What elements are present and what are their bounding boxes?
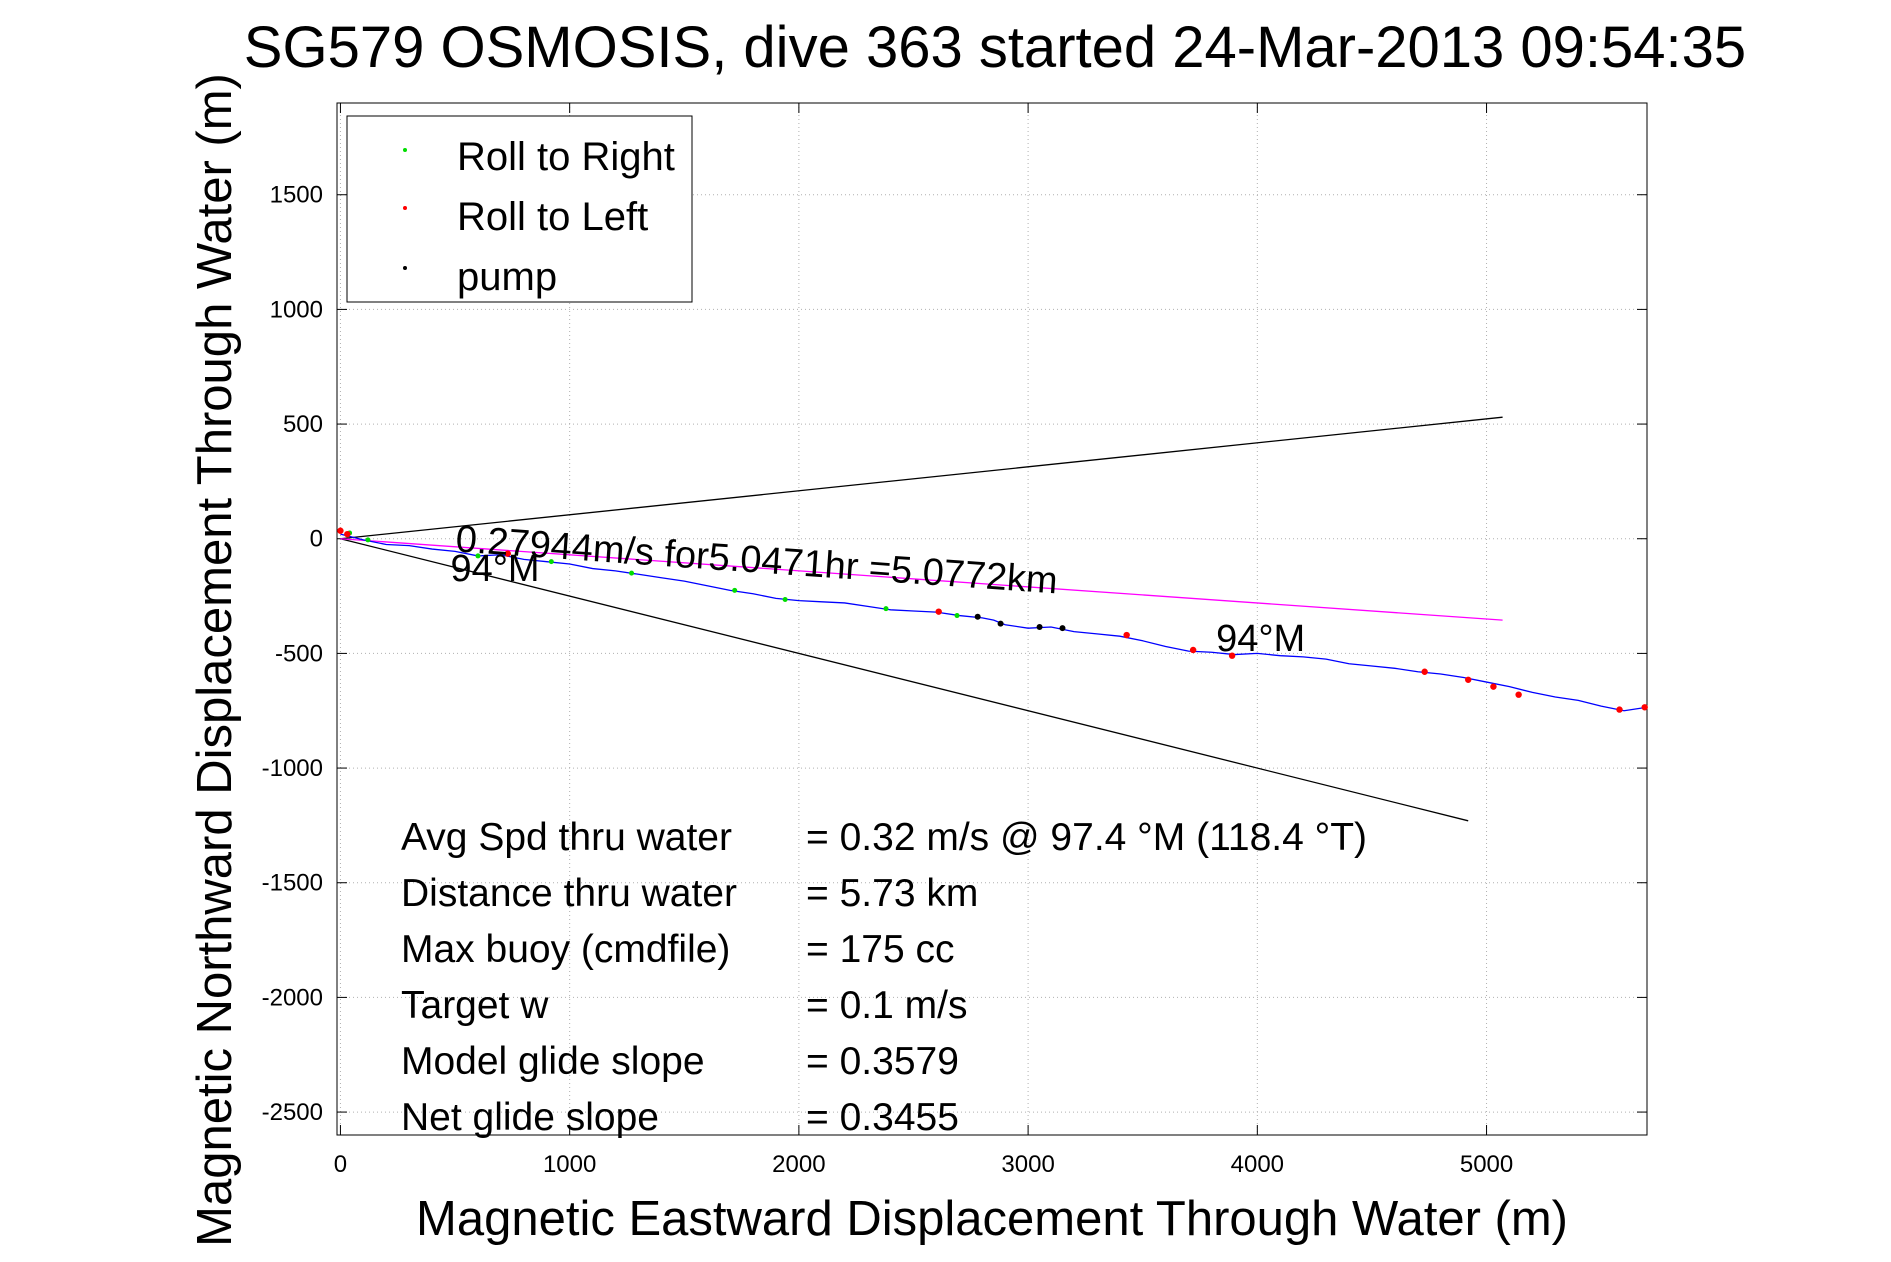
markers xyxy=(337,527,1648,713)
marker-left xyxy=(1641,704,1648,711)
series-lines xyxy=(340,416,1503,822)
marker-right xyxy=(365,537,371,543)
legend-marker-pump xyxy=(403,266,407,270)
marker-left xyxy=(1123,631,1130,639)
marker-pump xyxy=(1059,625,1066,632)
stat-value: = 175 cc xyxy=(806,928,955,971)
marker-pump xyxy=(974,613,981,620)
marker-right xyxy=(782,597,788,603)
y-tick-label: -1500 xyxy=(262,870,323,897)
y-tick-label: 1500 xyxy=(270,182,323,209)
stat-label: Target w xyxy=(401,984,549,1027)
marker-left xyxy=(337,527,344,534)
x-tick-label: 0 xyxy=(334,1151,347,1178)
marker-left xyxy=(1465,676,1472,683)
stat-label: Distance thru water xyxy=(401,872,737,915)
marker-right xyxy=(954,613,960,619)
y-ticks: -2500 -2000 -1500 -1000 -500 0 500 1000 1500 xyxy=(262,182,1647,1126)
marker-left xyxy=(504,550,511,557)
line-bound-upper xyxy=(340,416,1503,540)
y-axis-label: Magnetic Northward Displacement Through … xyxy=(188,73,242,1247)
chart-title: SG579 OSMOSIS, dive 363 started 24-Mar-2… xyxy=(244,15,1746,80)
stat-label: Model glide slope xyxy=(401,1040,705,1083)
y-tick-label: 0 xyxy=(310,526,323,553)
legend-label-pump: pump xyxy=(457,255,557,299)
annotation-heading: 94°M xyxy=(1216,618,1305,660)
legend-marker-roll-right xyxy=(403,148,407,152)
line-current xyxy=(340,538,1503,621)
x-tick-label: 2000 xyxy=(772,1151,825,1178)
y-tick-label: 1000 xyxy=(270,296,323,323)
stat-value: = 0.32 m/s @ 97.4 °M (118.4 °T) xyxy=(806,816,1367,859)
stat-label: Net glide slope xyxy=(401,1096,659,1139)
marker-left xyxy=(935,608,942,615)
stat-value: = 0.3579 xyxy=(806,1040,959,1083)
marker-left xyxy=(1515,691,1522,698)
marker-right xyxy=(548,559,554,565)
marker-left xyxy=(1421,668,1428,675)
stat-value: = 0.1 m/s xyxy=(806,984,967,1027)
marker-right xyxy=(475,553,481,559)
y-tick-label: -2500 xyxy=(262,1099,323,1126)
marker-right xyxy=(732,587,738,593)
line-bound-lower xyxy=(340,538,1469,822)
x-tick-label: 5000 xyxy=(1460,1151,1513,1178)
y-tick-label: 500 xyxy=(283,411,323,438)
stat-value: = 5.73 km xyxy=(806,872,978,915)
marker-left xyxy=(1189,646,1197,654)
y-tick-label: -2000 xyxy=(262,984,323,1011)
y-tick-label: -1000 xyxy=(262,755,323,782)
annotation-heading: 94°M xyxy=(450,548,539,590)
x-axis-label: Magnetic Eastward Displacement Through W… xyxy=(416,1192,1568,1246)
marker-left xyxy=(1228,652,1236,659)
stat-value: = 0.3455 xyxy=(806,1096,959,1139)
stat-label: Max buoy (cmdfile) xyxy=(401,928,730,971)
marker-right xyxy=(629,570,635,576)
x-ticks: 0 1000 2000 3000 4000 5000 xyxy=(334,103,1513,1178)
legend: Roll to Right Roll to Left pump xyxy=(346,115,693,303)
stats: Avg Spd thru water = 0.32 m/s @ 97.4 °M (… xyxy=(401,816,1367,1139)
marker-left xyxy=(344,530,351,538)
legend-label-roll-left: Roll to Left xyxy=(457,195,648,239)
y-tick-label: -500 xyxy=(275,640,323,667)
marker-pump xyxy=(1036,624,1043,631)
stat-label: Avg Spd thru water xyxy=(401,816,732,859)
x-tick-label: 4000 xyxy=(1231,1151,1284,1178)
legend-label-roll-right: Roll to Right xyxy=(457,135,675,179)
x-tick-label: 3000 xyxy=(1001,1151,1054,1178)
x-tick-label: 1000 xyxy=(543,1151,596,1178)
marker-pump xyxy=(997,620,1004,627)
plot-area xyxy=(336,102,1648,1136)
marker-right xyxy=(883,606,889,612)
marker-left xyxy=(1490,683,1497,690)
legend-marker-roll-left xyxy=(403,206,407,210)
marker-left xyxy=(1616,706,1623,713)
